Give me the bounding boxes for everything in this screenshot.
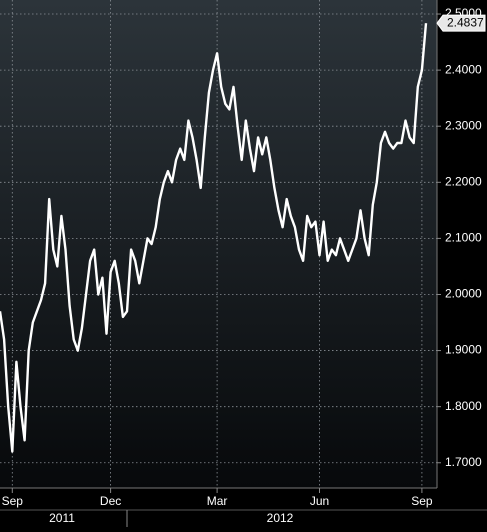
y-tick-label: 1.8000 [445, 399, 482, 413]
y-tick-label: 2.3000 [445, 118, 482, 132]
y-tick-label: 2.4000 [445, 62, 482, 76]
x-tick-label: Mar [207, 494, 228, 508]
y-tick-label: 2.2000 [445, 174, 482, 188]
year-label: 2011 [49, 511, 75, 525]
y-tick-label: 1.7000 [445, 455, 482, 469]
y-tick-label: 2.0000 [445, 287, 482, 301]
year-label: 2012 [267, 511, 294, 525]
x-tick-label: Sep [411, 494, 433, 508]
y-tick-label: 1.9000 [445, 343, 482, 357]
x-tick-label: Dec [100, 494, 121, 508]
last-value-label: 2.4837 [447, 15, 484, 29]
last-value-box [436, 14, 486, 32]
y-tick-label: 2.1000 [445, 231, 482, 245]
price-line [0, 23, 428, 453]
x-tick-label: Jun [310, 494, 329, 508]
x-tick-label: Sep [2, 494, 24, 508]
